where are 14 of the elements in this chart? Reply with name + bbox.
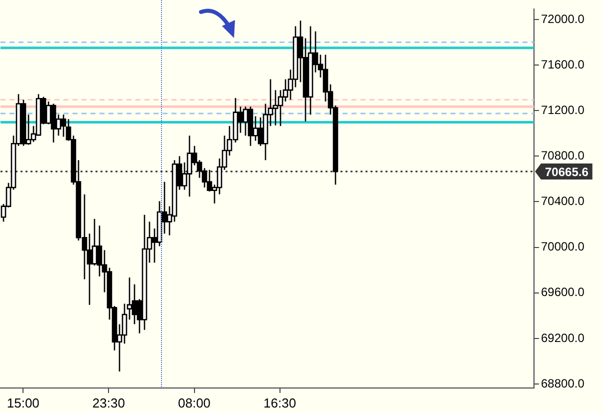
x-tick-label: 23:30 (92, 395, 125, 410)
x-tick-label: 16:30 (264, 395, 296, 410)
y-tick-label: 71600.0 (541, 57, 585, 72)
y-tick-label: 72000.0 (541, 12, 585, 26)
y-tick-label: 70000.0 (541, 240, 585, 254)
y-tick-label: 68800.0 (541, 376, 585, 390)
y-tick-label: 69200.0 (541, 330, 585, 345)
x-tick-label: 15:00 (6, 395, 40, 410)
y-tick-label: 71200.0 (541, 102, 585, 117)
y-tick-label: 70400.0 (541, 194, 585, 208)
y-tick-label: 69600.0 (541, 285, 585, 300)
y-tick-label: 70800.0 (541, 148, 585, 162)
ref-line-label: 70665.6 (545, 164, 589, 179)
x-tick-label: 08:00 (178, 395, 211, 410)
